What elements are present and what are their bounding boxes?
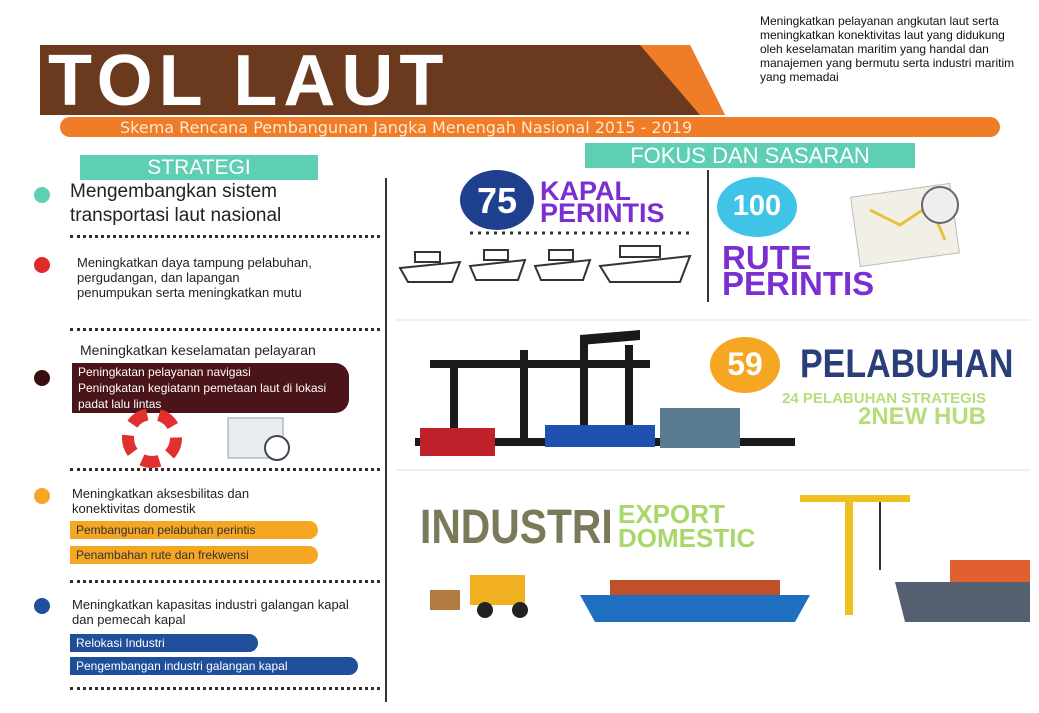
bullet [34,370,50,386]
separator [70,687,380,690]
strategy-text: Meningkatkan keselamatan pelayaran [80,342,316,358]
strategi-heading: STRATEGI [147,156,251,179]
bullet [34,187,50,203]
subtitle: Skema Rencana Pembangunan Jangka Menenga… [120,118,693,137]
bullet [34,488,50,504]
sub-text: Peningkatan kegiatann pemetaan laut di l… [78,381,327,411]
sub-item: Peningkatan pelayanan navigasi Peningkat… [72,363,349,413]
title-banner [40,45,725,115]
strategy-text: Meningkatkan kapasitas industri galangan… [72,597,349,627]
container-icon [545,425,655,447]
sub-item: Pengembangan industri galangan kapal [70,657,358,675]
sub-item: Relokasi Industri [70,634,258,652]
strategi-box [80,155,318,180]
separator [70,328,380,331]
pelabuhan-hub: 2NEW HUB [857,403,986,430]
fokus-heading: FOKUS DAN SASARAN [630,143,870,168]
kapal-number: 75 [476,180,518,221]
subtitle-strip [60,117,1000,137]
pelabuhan-label: PELABUHAN [800,342,1014,386]
sub-text: Peningkatan pelayanan navigasi [78,365,251,379]
container-icon [660,408,740,448]
separator [70,235,380,238]
map-icon [850,182,960,268]
strategy-text: Meningkatkan daya tampung pelabuhan, per… [77,255,312,300]
fokus-box [585,143,915,168]
kapal-circle [460,170,534,230]
industri-label: INDUSTRI [420,501,613,554]
bullet [34,257,50,273]
container-icon [420,428,495,456]
crane-icon [800,495,910,615]
strategy-text: Meningkatkan aksesbilitas dan konektivit… [72,486,250,516]
ships-icon [398,245,692,283]
cargo-ship-icon [580,560,1030,622]
strategy-text: Mengembangkan sistem transportasi laut n… [70,181,282,226]
forklift-icon [430,575,528,618]
industri-export: EXPORT [618,499,725,529]
sub-item: Pembangunan pelabuhan perintis [70,521,318,539]
rute-label: RUTE PERINTIS [722,239,875,302]
pelabuhan-strategis: 24 PELABUHAN STRATEGIS [782,390,986,407]
title: TOL LAUT [48,41,450,121]
industri-domestic: DOMESTIC [618,523,756,553]
banner-accent [640,45,725,115]
rute-circle [717,177,797,237]
description: Meningkatkan pelayanan angkutan laut ser… [760,14,1015,84]
rute-number: 100 [732,190,782,222]
bullet [34,598,50,614]
kapal-label: KAPAL PERINTIS [540,176,665,228]
separator [70,468,380,471]
sub-item: Penambahan rute dan frekwensi [70,546,318,564]
pelabuhan-circle [710,337,780,393]
separator [70,580,380,583]
pelabuhan-number: 59 [727,346,763,382]
